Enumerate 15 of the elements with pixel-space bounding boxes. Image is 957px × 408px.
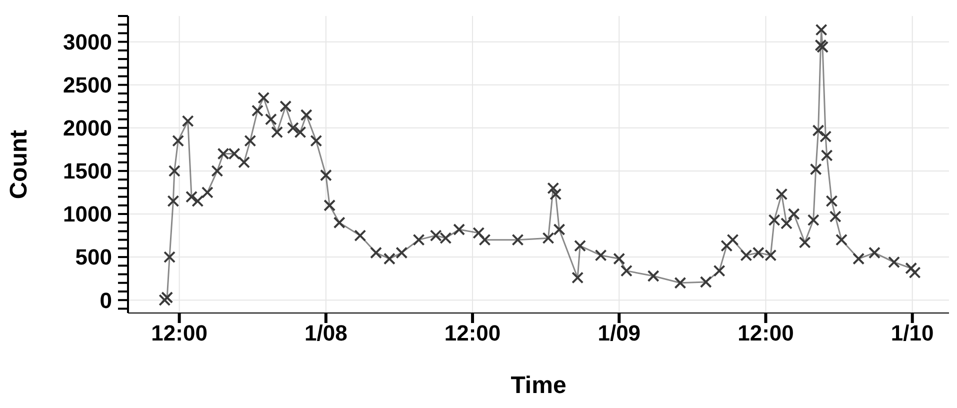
x-axis-title: Time [510,372,566,399]
x-tick-label: 12:00 [151,320,208,346]
x-tick-label: 12:00 [738,320,794,346]
y-tick-label: 500 [75,244,112,270]
y-tick-label: 1000 [63,202,112,227]
x-tick-label: 1/08 [304,320,348,346]
y-tick-label: 1500 [63,158,112,184]
x-tick-label: 1/10 [890,320,934,346]
y-tick-label: 2500 [63,72,112,98]
y-axis-title: Count [6,130,33,200]
y-tick-label: 0 [100,288,112,313]
x-tick-label: 12:00 [444,320,501,346]
y-tick-label: 3000 [63,30,112,55]
x-tick-label: 1/09 [598,320,641,346]
y-tick-label: 2000 [63,116,112,141]
